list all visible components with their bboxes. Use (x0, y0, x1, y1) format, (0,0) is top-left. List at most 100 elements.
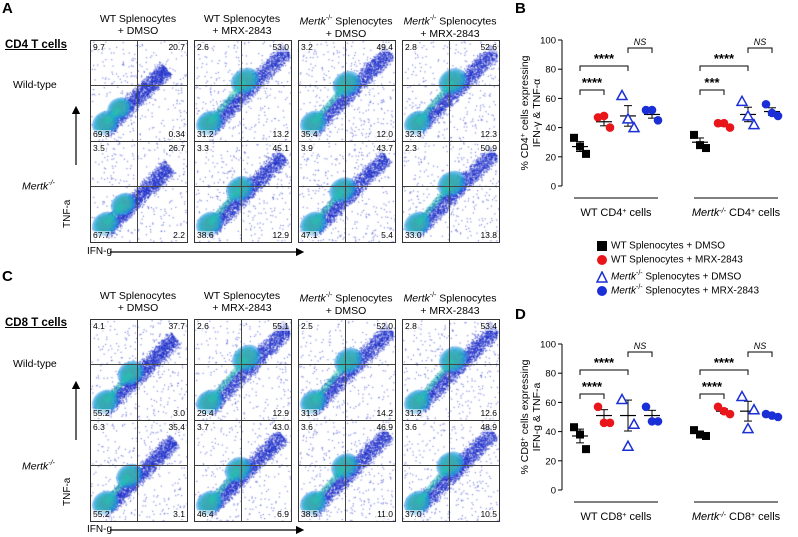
significance-label: **** (714, 51, 735, 66)
quadrant-tr-value: 43.7 (375, 143, 394, 153)
quadrant-br-value: 3.0 (172, 408, 186, 418)
quadrant-tr-value: 52.6 (479, 42, 498, 52)
panel-label-c: C (2, 268, 13, 285)
quadrant-tl-value: 3.9 (300, 143, 314, 153)
gate-vertical (241, 142, 242, 242)
quadrant-br-value: 3.1 (172, 509, 186, 519)
quadrant-tr-value: 52.0 (375, 321, 394, 331)
gate-horizontal (195, 364, 291, 365)
legend-marker-circle-icon (597, 255, 607, 265)
density-plot (91, 41, 187, 141)
significance-label: NS (754, 341, 767, 351)
density-plot (91, 142, 187, 242)
flow-plot-c-r1c4: 2.8 53.4 31.2 12.6 (402, 319, 500, 421)
significance-bracket (579, 65, 629, 71)
data-point-d-s4-g2 (767, 411, 777, 420)
data-point-b-s1-g1 (570, 133, 578, 142)
significance-label: **** (594, 355, 615, 370)
quadrant-tl-value: 2.3 (404, 143, 418, 153)
data-point-d-s2-g1 (599, 418, 609, 428)
gate-vertical (449, 142, 450, 242)
data-point-b-s3-g2 (747, 118, 761, 130)
significance-label: NS (634, 341, 647, 351)
gate-horizontal (403, 465, 499, 466)
data-point-b-s2-g1 (599, 111, 609, 121)
data-point-b-s3-g2 (741, 109, 755, 121)
y-axis-title: % CD8+ cells expressingIFN-g & TNF-a (519, 359, 543, 474)
data-point-d-s3-g1 (615, 392, 629, 405)
gate-vertical (241, 320, 242, 420)
gate-horizontal (91, 465, 187, 466)
y-tick-label: 80 (545, 369, 556, 380)
significance-label: **** (714, 355, 735, 370)
density-plot (403, 320, 499, 420)
quadrant-tr-value: 26.7 (167, 143, 186, 153)
x-axis-label-a: IFN-g (87, 246, 112, 257)
y-axis-title: % CD4+ cells expressingIFN-γ & TNF-α (519, 55, 543, 170)
density-plot (91, 320, 187, 420)
y-tick-label: 100 (540, 36, 556, 47)
quadrant-br-value: 11.0 (376, 509, 394, 519)
data-point-b-s1-g2 (702, 144, 710, 153)
quadrant-br-value: 6.9 (276, 509, 290, 519)
legend-item-3: Mertk-/- Splenocytes + DMSO (595, 268, 741, 283)
gate-horizontal (299, 186, 395, 187)
data-point-d-s3-g2 (735, 390, 749, 402)
data-point-b-s4-g1 (647, 105, 657, 115)
density-plot (195, 41, 291, 141)
quadrant-tr-value: 53.4 (479, 321, 498, 331)
x-axis-label-c: IFN-g (87, 524, 112, 535)
y-tick-label: 40 (545, 123, 556, 134)
gate-vertical (241, 421, 242, 521)
data-point-d-s1-g2 (702, 431, 710, 440)
quadrant-tl-value: 2.6 (196, 42, 210, 52)
density-plot (195, 421, 291, 521)
quadrant-bl-value: 55.2 (92, 509, 111, 519)
quadrant-br-value: 0.34 (167, 129, 186, 139)
y-tick-label: 60 (545, 398, 556, 409)
quadrant-tl-value: 2.6 (196, 321, 210, 331)
density-plot (91, 421, 187, 521)
data-point-d-s3-g2 (741, 422, 755, 434)
quadrant-bl-value: 69.3 (92, 129, 111, 139)
significance-bracket (747, 351, 773, 357)
data-point-b-s3-g1 (627, 121, 641, 133)
significance-label: NS (754, 37, 767, 47)
significance-label: **** (582, 75, 603, 90)
y-tick-label: 0 (551, 486, 556, 497)
gate-horizontal (299, 364, 395, 365)
density-plot (299, 142, 395, 242)
gate-horizontal (195, 85, 291, 86)
flow-plot-c-r2c3: 3.6 46.9 38.5 11.0 (298, 420, 396, 522)
data-point-b-s3-g2 (735, 94, 749, 107)
data-point-d-s2-g2 (713, 402, 723, 412)
gate-horizontal (195, 465, 291, 466)
column-header-a-4: Mertk-/- Splenocytes + MRX-2843 (403, 15, 497, 40)
significance-bracket (579, 369, 629, 375)
quadrant-br-value: 12.6 (479, 408, 498, 418)
significance-label: **** (582, 379, 603, 394)
quadrant-tr-value: 46.9 (375, 422, 394, 432)
significance-bracket (699, 89, 725, 95)
panel-label-b: B (515, 0, 526, 17)
quadrant-tr-value: 35.4 (167, 422, 186, 432)
data-point-d-s3-g2 (747, 403, 761, 415)
gate-horizontal (403, 85, 499, 86)
flow-plot-a-r2c2: 3.3 45.1 38.6 12.9 (194, 141, 292, 243)
data-point-d-s1-g2 (690, 426, 698, 435)
gate-horizontal (91, 85, 187, 86)
flow-plot-c-r1c1: 4.1 37.7 55.2 3.0 (90, 319, 188, 421)
data-point-d-s4-g1 (641, 402, 651, 412)
significance-label: NS (634, 37, 647, 47)
density-plot (299, 41, 395, 141)
quadrant-tl-value: 3.2 (300, 42, 314, 52)
significance-bracket (627, 351, 653, 357)
quadrant-bl-value: 47.1 (300, 230, 319, 240)
quadrant-tl-value: 3.6 (404, 422, 418, 432)
quadrant-bl-value: 32.3 (404, 129, 423, 139)
quadrant-bl-value: 55.2 (92, 408, 111, 418)
significance-bracket (747, 47, 773, 53)
column-header-c-1: WT Splenocytes + DMSO (99, 290, 177, 314)
gate-vertical (345, 421, 346, 521)
